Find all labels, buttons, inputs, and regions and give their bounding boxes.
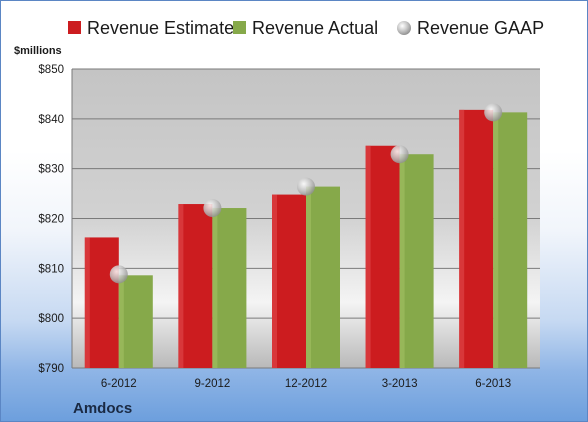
x-tick-label: 9-2012 [194, 378, 230, 390]
bar-highlight [84, 237, 90, 368]
company-label: Amdocs [73, 400, 132, 417]
bar-revenue-actual [212, 208, 247, 368]
bar-revenue-actual [399, 154, 434, 368]
legend-swatch-revenue-actual [233, 21, 246, 34]
bars [84, 109, 528, 368]
y-tick-label: $830 [38, 164, 64, 176]
y-tick-label: $800 [38, 313, 64, 325]
plot-area: $790 $800 $810 $820 $830 $840 $850 6-2012 9-201… [38, 64, 540, 390]
y-axis-ticks: $790 $800 $810 $820 $830 $840 $850 [38, 64, 64, 375]
bar-revenue-estimate [272, 194, 306, 368]
marker-revenue-gaap [484, 103, 503, 122]
legend: Revenue Estimate Revenue Actual Revenue … [68, 18, 544, 38]
y-tick-label: $840 [38, 114, 64, 126]
y-tick-label: $790 [38, 363, 64, 375]
bar-highlight [459, 109, 465, 368]
bar-highlight [212, 208, 218, 368]
bar-highlight [118, 275, 124, 368]
bar-revenue-actual [306, 186, 340, 368]
bar-highlight [306, 186, 311, 368]
marker-revenue-gaap [390, 145, 409, 164]
bar-highlight [365, 145, 371, 368]
x-axis-ticks: 6-2012 9-2012 12-2012 3-2013 6-2013 [101, 378, 511, 390]
bar-highlight [272, 194, 277, 368]
x-tick-label: 6-2012 [101, 378, 137, 390]
bar-highlight [493, 112, 499, 368]
bar-highlight [399, 154, 405, 368]
bar-revenue-estimate [84, 237, 119, 368]
y-axis-unit-label: $millions [14, 45, 62, 57]
marker-revenue-gaap [297, 177, 315, 196]
gaap-markers [109, 103, 503, 284]
bar-revenue-actual [118, 275, 153, 368]
x-tick-label: 3-2013 [382, 378, 418, 390]
bar-revenue-estimate [365, 145, 400, 368]
legend-swatch-revenue-estimate [68, 21, 81, 34]
legend-swatch-revenue-gaap [397, 21, 411, 35]
bar-revenue-estimate [178, 204, 213, 368]
bar-revenue-estimate [459, 109, 494, 368]
x-tick-label: 6-2013 [475, 378, 511, 390]
legend-label-revenue-actual: Revenue Actual [252, 18, 378, 38]
bar-highlight [178, 204, 184, 368]
legend-label-revenue-estimate: Revenue Estimate [87, 18, 234, 38]
marker-revenue-gaap [109, 265, 128, 284]
y-tick-label: $850 [38, 64, 64, 76]
y-tick-label: $810 [38, 263, 64, 275]
x-tick-label: 12-2012 [285, 378, 327, 390]
marker-revenue-gaap [203, 199, 222, 218]
legend-label-revenue-gaap: Revenue GAAP [417, 18, 544, 38]
bar-revenue-actual [493, 112, 528, 368]
y-tick-label: $820 [38, 214, 64, 226]
